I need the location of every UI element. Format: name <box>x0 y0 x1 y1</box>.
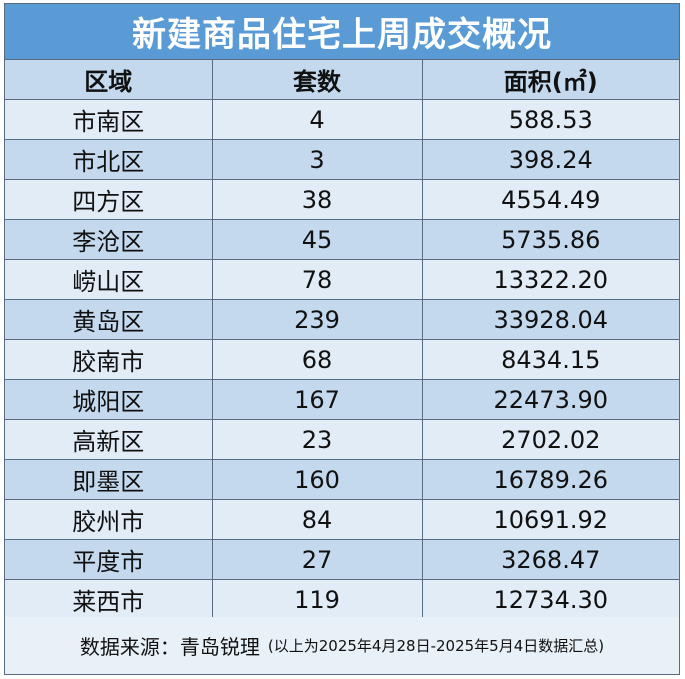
units-cell: 38 <box>211 179 423 220</box>
area-cell: 5735.86 <box>421 219 679 260</box>
units-cell: 27 <box>211 539 423 580</box>
area-cell: 8434.15 <box>421 339 679 380</box>
table-row: 市北区 3 398.24 <box>5 139 679 180</box>
units-cell: 119 <box>211 579 423 620</box>
report-sheet: 新建商品住宅上周成交概况 区域 套数 面积(㎡) 市南区 4 588.53 市北… <box>4 3 680 675</box>
source-label: 数据来源： <box>79 635 180 659</box>
table-header-row: 区域 套数 面积(㎡) <box>5 60 679 100</box>
district-cell: 市南区 <box>5 99 213 140</box>
units-cell: 45 <box>211 219 423 260</box>
area-cell: 10691.92 <box>421 499 679 540</box>
table-row: 李沧区 45 5735.86 <box>5 219 679 260</box>
units-cell: 78 <box>211 259 423 300</box>
units-cell: 84 <box>211 499 423 540</box>
source-name: 青岛锐理 <box>179 635 260 659</box>
district-cell: 胶南市 <box>5 339 213 380</box>
district-cell: 黄岛区 <box>5 299 213 340</box>
area-cell: 4554.49 <box>421 179 679 220</box>
district-cell: 城阳区 <box>5 379 213 420</box>
units-cell: 23 <box>211 419 423 460</box>
table-row: 即墨区 160 16789.26 <box>5 459 679 500</box>
area-cell: 16789.26 <box>421 459 679 500</box>
district-cell: 崂山区 <box>5 259 213 300</box>
area-cell: 398.24 <box>421 139 679 180</box>
table-row: 市南区 4 588.53 <box>5 99 679 140</box>
report-title: 新建商品住宅上周成交概况 <box>132 15 552 55</box>
district-cell: 四方区 <box>5 179 213 220</box>
table-row: 高新区 23 2702.02 <box>5 419 679 460</box>
area-cell: 2702.02 <box>421 419 679 460</box>
area-cell: 588.53 <box>421 99 679 140</box>
units-cell: 68 <box>211 339 423 380</box>
table-row: 胶南市 68 8434.15 <box>5 339 679 380</box>
area-cell: 33928.04 <box>421 299 679 340</box>
table-row: 胶州市 84 10691.92 <box>5 499 679 540</box>
district-cell: 高新区 <box>5 419 213 460</box>
transaction-table: 区域 套数 面积(㎡) 市南区 4 588.53 市北区 3 398.24 四方… <box>5 60 679 620</box>
table-row: 平度市 27 3268.47 <box>5 539 679 580</box>
title-bar: 新建商品住宅上周成交概况 <box>5 4 679 60</box>
table-row: 崂山区 78 13322.20 <box>5 259 679 300</box>
units-cell: 160 <box>211 459 423 500</box>
table-row: 城阳区 167 22473.90 <box>5 379 679 420</box>
units-cell: 4 <box>211 99 423 140</box>
header-units: 套数 <box>211 60 423 100</box>
district-cell: 市北区 <box>5 139 213 180</box>
source-footer: 数据来源： 青岛锐理 (以上为2025年4月28日-2025年5月4日数据汇总) <box>5 617 679 674</box>
table-row: 四方区 38 4554.49 <box>5 179 679 220</box>
district-cell: 李沧区 <box>5 219 213 260</box>
area-cell: 22473.90 <box>421 379 679 420</box>
units-cell: 167 <box>211 379 423 420</box>
table-row: 莱西市 119 12734.30 <box>5 579 679 620</box>
header-district: 区域 <box>5 60 213 100</box>
units-cell: 239 <box>211 299 423 340</box>
header-area: 面积(㎡) <box>421 60 679 100</box>
district-cell: 即墨区 <box>5 459 213 500</box>
district-cell: 胶州市 <box>5 499 213 540</box>
district-cell: 平度市 <box>5 539 213 580</box>
area-cell: 12734.30 <box>421 579 679 620</box>
table-row: 黄岛区 239 33928.04 <box>5 299 679 340</box>
district-cell: 莱西市 <box>5 579 213 620</box>
area-cell: 13322.20 <box>421 259 679 300</box>
units-cell: 3 <box>211 139 423 180</box>
area-cell: 3268.47 <box>421 539 679 580</box>
date-range-note: (以上为2025年4月28日-2025年5月4日数据汇总) <box>267 637 605 655</box>
